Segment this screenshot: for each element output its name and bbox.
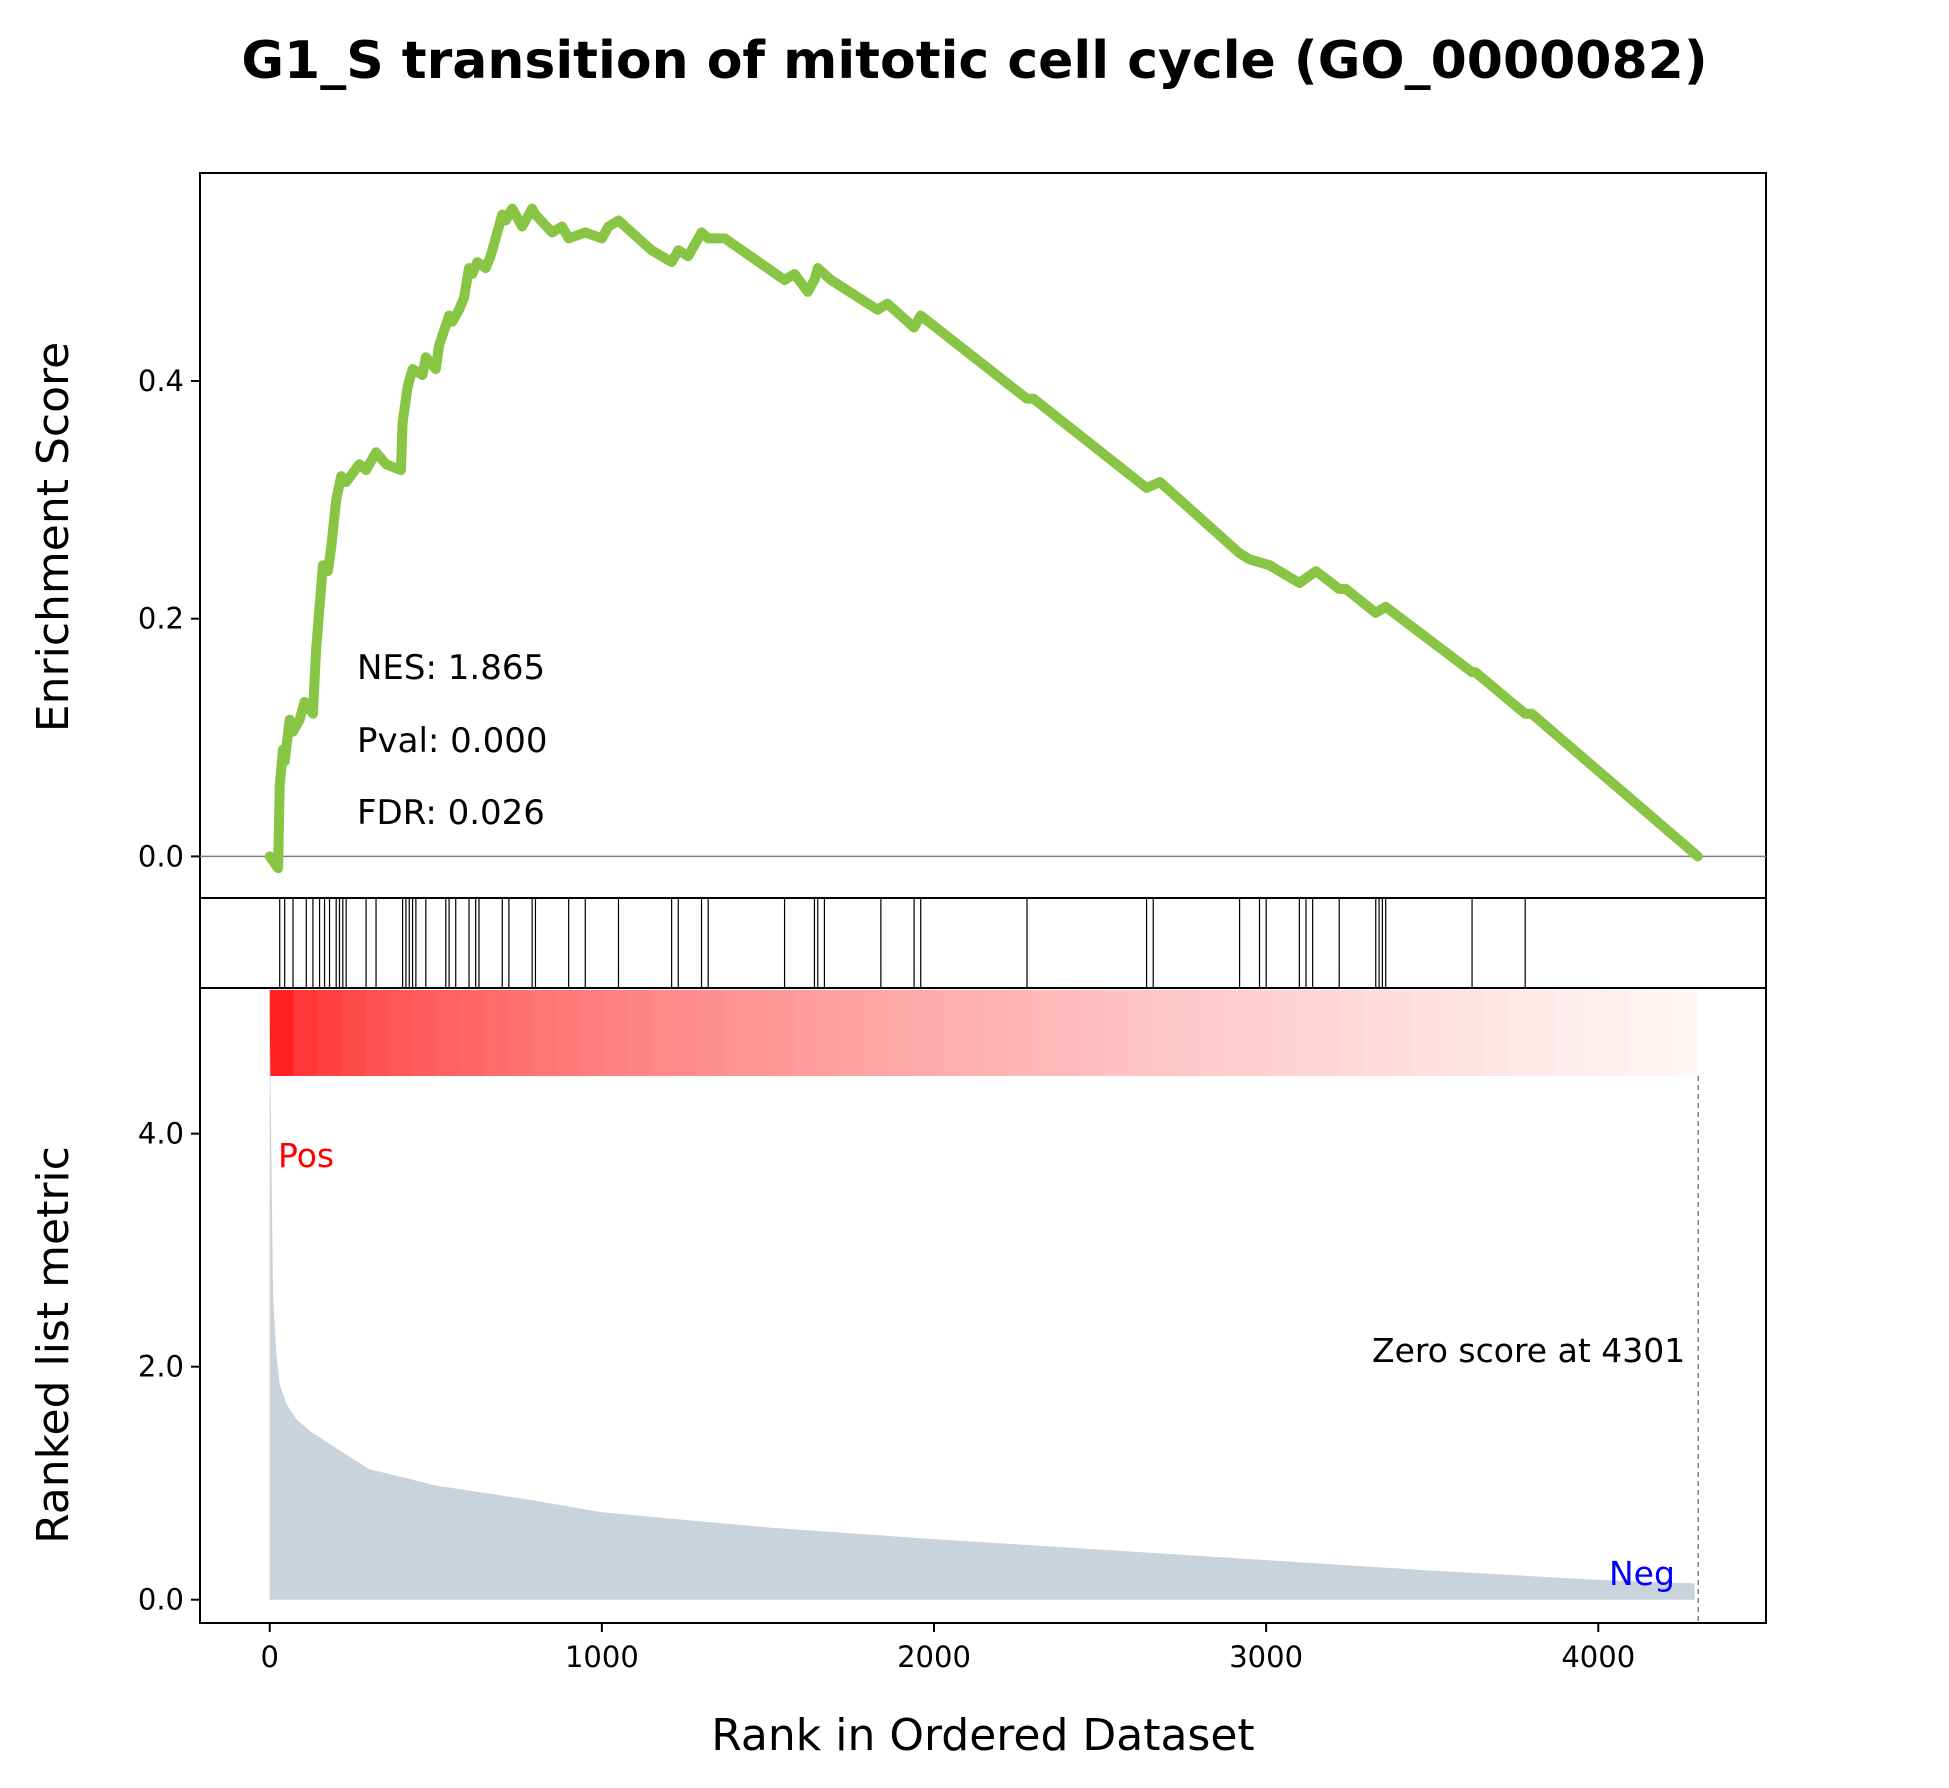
hits-plot-area [199,897,1767,989]
heat-cell [960,990,985,1076]
ranked-metric-area [269,1017,1695,1600]
heat-cell [1626,990,1652,1076]
heat-cell [745,990,771,1076]
es-ytick-label: 0.0 [138,839,184,873]
metric-ytick-label: 4.0 [138,1117,184,1151]
heat-cell [555,990,580,1076]
es-ylabel: Enrichment Score [28,342,79,732]
heat-cell [1412,990,1437,1076]
heat-cell [1531,990,1556,1076]
gene-hits-panel [199,897,1767,989]
heat-cell [698,990,723,1076]
xtick-label: 3000 [1229,1640,1303,1674]
pos-label: Pos [278,1136,334,1175]
heat-cell [793,990,818,1076]
neg-label: Neg [1609,1554,1675,1593]
zero-score-label: Zero score at 4301 [1372,1331,1685,1370]
heat-cell [1364,990,1390,1076]
heat-cell [1198,990,1223,1076]
heat-cell [364,990,390,1076]
heat-cell [1579,990,1604,1076]
heat-cell [1317,990,1342,1076]
metric-ylabel: Ranked list metric [28,1146,79,1544]
es-ytick-label: 0.4 [138,364,184,398]
enrichment-score-panel: 0.0 0.2 0.4 NES: 1.865 Pval: 0.000 FDR: 0.… [28,172,1767,899]
heat-cell [817,990,842,1076]
heat-cell [983,990,1009,1076]
xtick-label: 0 [261,1640,279,1674]
es-plot-area [199,172,1767,899]
heat-cell [531,990,557,1076]
heat-cell [1460,990,1485,1076]
heat-cell [1031,990,1057,1076]
heat-cell [1674,990,1699,1076]
heat-cell [1388,990,1414,1076]
heat-cell [1293,990,1318,1076]
heat-cell [269,990,295,1076]
heat-cell [1079,990,1104,1076]
es-ytick-label: 0.2 [138,602,184,636]
heat-cell [888,990,914,1076]
nes-stat: NES: 1.865 [357,648,545,688]
heat-cell [603,990,628,1076]
heat-cell [841,990,866,1076]
heat-cell [1174,990,1199,1076]
chart-title: G1_S transition of mitotic cell cycle (G… [241,31,1707,91]
heat-cell [1007,990,1033,1076]
heat-cell [912,990,937,1076]
heat-cell [1245,990,1271,1076]
heat-cell [1603,990,1628,1076]
heat-cell [341,990,366,1076]
heat-cell [936,990,961,1076]
heat-cell [293,990,318,1076]
metric-ytick-label: 0.0 [138,1583,184,1617]
metric-ytick-label: 2.0 [138,1350,184,1384]
heat-cell [436,990,461,1076]
heat-cell [1650,990,1676,1076]
fdr-stat: FDR: 0.026 [357,793,545,833]
heat-cell [674,990,699,1076]
heat-cell [1269,990,1295,1076]
heat-cell [864,990,890,1076]
ranked-metric-panel: 0.0 2.0 4.0 0 1000 2000 3000 4000 Pos Neg Zero… [28,987,1767,1761]
enrichment-score-line [264,203,1703,874]
heat-cell [1555,990,1580,1076]
heat-cell [1507,990,1533,1076]
heat-cell [1436,990,1461,1076]
heat-cell [460,990,485,1076]
heat-cell [1150,990,1176,1076]
heat-cell [507,990,533,1076]
xtick-label: 4000 [1561,1640,1635,1674]
heat-cell [722,990,747,1076]
x-axis-label: Rank in Ordered Dataset [711,1710,1254,1761]
heat-cell [317,990,342,1076]
heat-cell [1103,990,1128,1076]
heat-cell [1055,990,1080,1076]
heat-cell [1341,990,1366,1076]
heat-cell [769,990,795,1076]
metric-plot-area [199,987,1767,1624]
heat-cell [579,990,604,1076]
heat-cell [650,990,676,1076]
pval-stat: Pval: 0.000 [357,721,548,761]
heat-cell [412,990,438,1076]
heat-cell [626,990,652,1076]
heat-cell [1222,990,1247,1076]
heat-cell [1483,990,1509,1076]
xtick-label: 2000 [897,1640,971,1674]
heat-cell [1126,990,1152,1076]
xtick-label: 1000 [565,1640,639,1674]
heat-cell [484,990,509,1076]
heat-cell [388,990,414,1076]
